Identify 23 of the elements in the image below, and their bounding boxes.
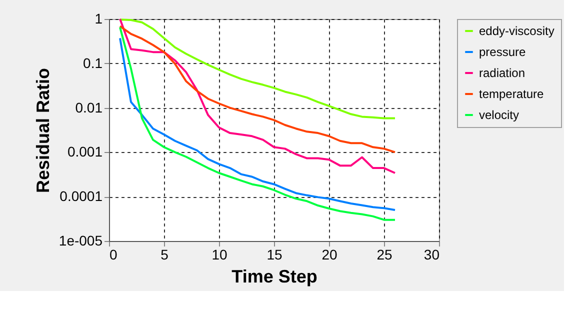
y-tick-label: 1e-005 — [58, 232, 103, 248]
line-series — [119, 25, 396, 154]
legend-label: velocity — [479, 108, 520, 122]
y-tick-label: 0.001 — [67, 144, 103, 160]
legend-label: pressure — [479, 45, 526, 59]
y-axis-title: Residual Ratio — [32, 68, 53, 194]
x-tick-label: 20 — [322, 246, 338, 262]
y-tick-label: 0.01 — [75, 99, 103, 116]
legend-label: radiation — [479, 66, 526, 80]
line-series — [119, 18, 396, 174]
y-tick-label: 0.0001 — [60, 188, 103, 204]
y-tick-label: 0.1 — [83, 54, 103, 71]
line-series — [119, 18, 396, 120]
x-tick-label: 0 — [110, 246, 118, 262]
legend-label: temperature — [479, 87, 544, 101]
x-tick-label: 5 — [160, 246, 169, 262]
x-tick-label: 25 — [376, 246, 392, 262]
legend-label: eddy-viscosity — [479, 24, 554, 38]
x-tick-label: 15 — [266, 246, 282, 262]
x-tick-label: 10 — [212, 246, 228, 262]
y-tick-label: 1 — [94, 10, 103, 26]
x-axis-title: Time Step — [232, 266, 318, 286]
x-tick-label: 30 — [424, 246, 440, 262]
